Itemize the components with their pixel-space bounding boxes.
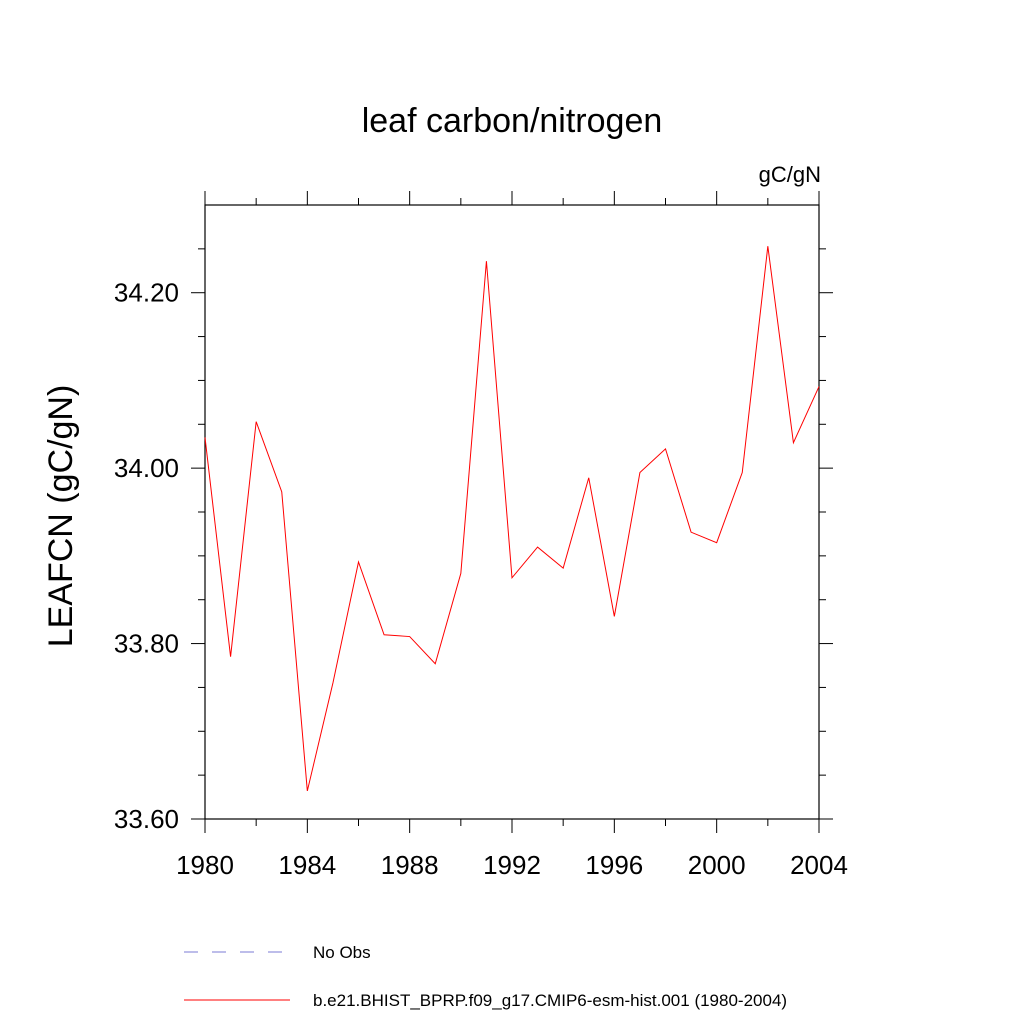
data-point (408, 635, 410, 637)
y-tick-label: 33.60 (114, 804, 179, 834)
x-tick-label: 1996 (585, 850, 643, 880)
data-point (281, 491, 283, 493)
data-point (383, 634, 385, 636)
data-point (536, 546, 538, 548)
data-point (229, 656, 231, 658)
y-tick-label: 34.20 (114, 278, 179, 308)
x-tick-label: 2000 (688, 850, 746, 880)
data-point (511, 577, 513, 579)
data-point (460, 572, 462, 574)
data-point (434, 663, 436, 665)
series-line-0 (204, 246, 820, 792)
plot-frame (204, 204, 820, 820)
data-point (664, 448, 666, 450)
data-point (715, 542, 717, 544)
x-tick-label: 1984 (278, 850, 336, 880)
x-tick-label: 1980 (176, 850, 234, 880)
axis-ticks (191, 191, 833, 833)
series-layer (204, 245, 820, 792)
legend-label-1: b.e21.BHIST_BPRP.f09_g17.CMIP6-esm-hist.… (313, 991, 787, 1010)
y-tick-label: 33.80 (114, 629, 179, 659)
data-point (818, 385, 820, 387)
data-point (562, 567, 564, 569)
data-point (357, 561, 359, 563)
data-point (255, 420, 257, 422)
data-point (639, 471, 641, 473)
data-point (306, 790, 308, 792)
data-point (741, 471, 743, 473)
units-label: gC/gN (759, 162, 821, 187)
y-axis-label: LEAFCN (gC/gN) (42, 385, 80, 648)
chart-title: leaf carbon/nitrogen (362, 102, 663, 140)
data-point (767, 245, 769, 247)
legend-label-0: No Obs (313, 943, 371, 962)
x-tick-label: 1992 (483, 850, 541, 880)
data-point (792, 442, 794, 444)
y-tick-label: 34.00 (114, 453, 179, 483)
x-tick-label: 1988 (381, 850, 439, 880)
data-point (485, 260, 487, 262)
data-point (613, 615, 615, 617)
x-tick-label: 2004 (790, 850, 848, 880)
data-point (204, 436, 206, 438)
data-point (690, 531, 692, 533)
data-point (588, 477, 590, 479)
data-point (332, 682, 334, 684)
legend: No Obs b.e21.BHIST_BPRP.f09_g17.CMIP6-esm… (184, 943, 787, 1010)
axis-tick-labels: 1980 1984 1988 1992 1996 2000 2004 33.60 33.80 34… (114, 278, 848, 880)
